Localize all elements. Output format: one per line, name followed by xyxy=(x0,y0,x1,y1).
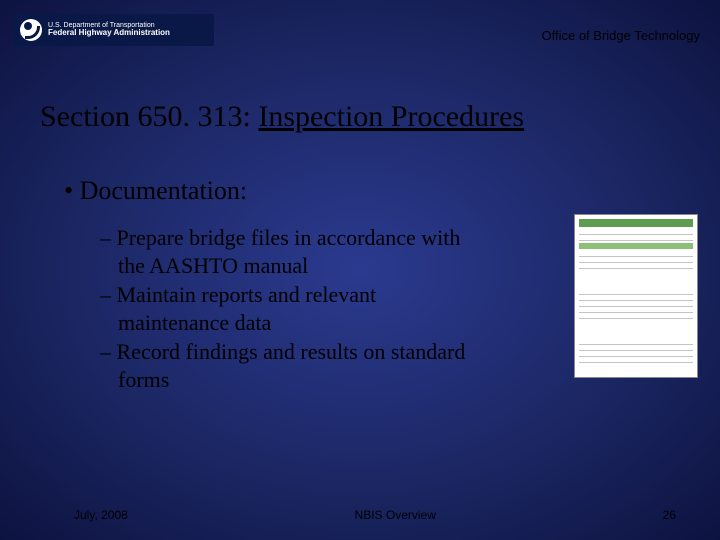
slide-footer: July, 2008 NBIS Overview 26 xyxy=(0,508,720,522)
dot-logo-icon xyxy=(20,19,42,41)
slide-content: • Documentation: – Prepare bridge files … xyxy=(60,176,490,395)
footer-page: 26 xyxy=(663,508,676,522)
sub-bullet: – Maintain reports and relevant maintena… xyxy=(60,281,490,336)
office-label: Office of Bridge Technology xyxy=(541,28,700,43)
sub-bullet-text: Prepare bridge files in accordance with … xyxy=(117,225,461,278)
main-bullet-text: Documentation: xyxy=(80,176,248,205)
sub-bullet: – Record findings and results on standar… xyxy=(60,338,490,393)
sub-bullet-text: Record findings and results on standard … xyxy=(117,339,466,392)
main-bullet: • Documentation: xyxy=(60,176,490,206)
footer-date: July, 2008 xyxy=(74,508,128,522)
agency-line2: Federal Highway Administration xyxy=(48,29,170,38)
title-prefix: Section 650. 313: xyxy=(40,100,258,133)
sub-bullet: – Prepare bridge files in accordance wit… xyxy=(60,224,490,279)
sub-bullet-text: Maintain reports and relevant maintenanc… xyxy=(117,282,377,335)
agency-header: U.S. Department of Transportation Federa… xyxy=(14,14,214,46)
form-image xyxy=(574,214,698,378)
footer-center: NBIS Overview xyxy=(355,508,436,522)
agency-text: U.S. Department of Transportation Federa… xyxy=(48,22,170,38)
title-underlined: Inspection Procedures xyxy=(258,100,524,133)
slide-title: Section 650. 313: Inspection Procedures xyxy=(40,100,680,134)
